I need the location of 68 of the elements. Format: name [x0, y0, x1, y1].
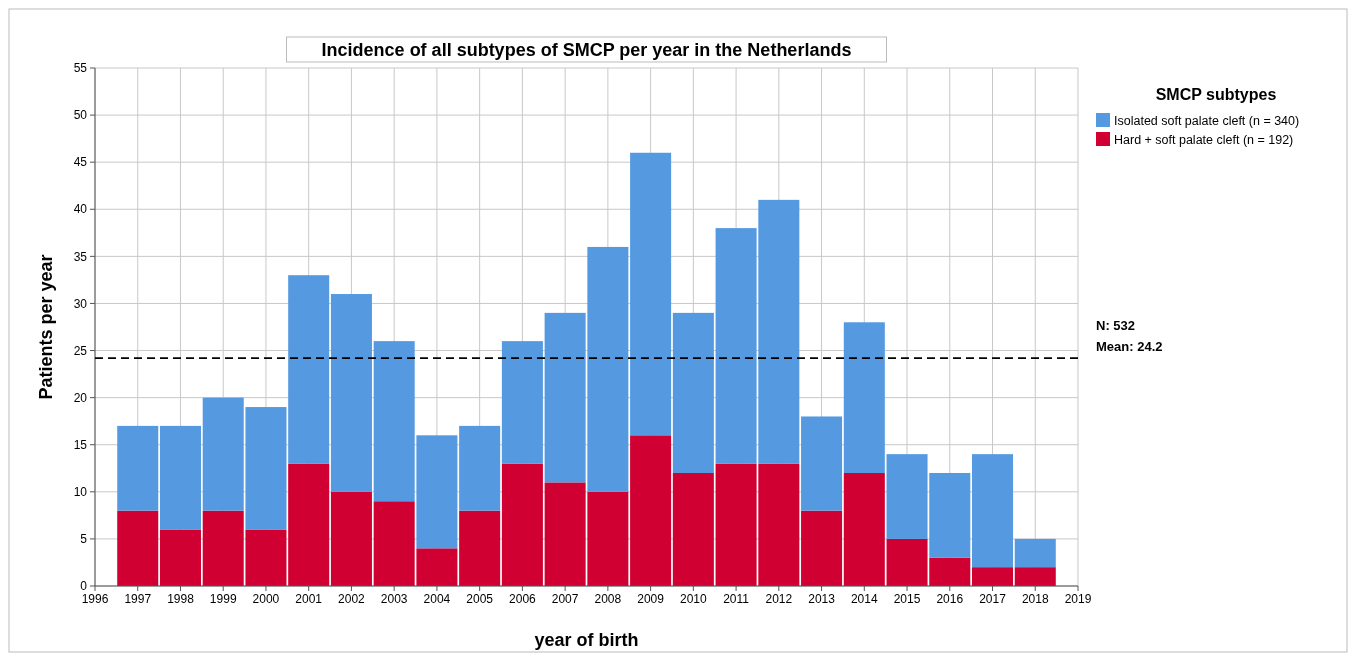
bar	[972, 567, 1014, 586]
x-axis-title: year of birth	[534, 630, 639, 650]
bar	[459, 510, 501, 586]
y-tick-label: 20	[73, 390, 88, 405]
bar	[288, 275, 330, 464]
legend-title: SMCP subtypes	[1155, 86, 1277, 103]
x-tick-label: 2006	[509, 592, 537, 606]
x-tick-label: 2010	[680, 592, 708, 606]
x-tick-label: 2004	[423, 592, 451, 606]
bar	[501, 463, 543, 586]
x-tick-label: 2019	[1064, 592, 1092, 606]
bar	[159, 425, 201, 530]
x-tick-label: 1998	[167, 592, 195, 606]
y-axis-title: Patients per year	[36, 254, 56, 400]
x-tick-label: 2014	[850, 592, 878, 606]
x-tick-label: 2002	[338, 592, 366, 606]
y-tick-label: 5	[80, 532, 88, 547]
bar	[801, 416, 843, 511]
bar	[117, 425, 159, 511]
x-tick-label: 2017	[979, 592, 1007, 606]
x-tick-label: 2015	[893, 592, 921, 606]
y-tick-label: 15	[73, 437, 88, 452]
x-tick-label: 2008	[594, 592, 622, 606]
x-tick-label: 2007	[551, 592, 579, 606]
x-tick-label: 2012	[765, 592, 793, 606]
y-tick-label: 0	[80, 579, 88, 594]
legend-label: Isolated soft palate cleft (n = 340)	[1114, 114, 1300, 128]
bar	[672, 312, 714, 473]
y-tick-label: 10	[73, 485, 88, 500]
x-tick-label: 2000	[252, 592, 280, 606]
x-tick-label: 2009	[637, 592, 665, 606]
chart-title: Incidence of all subtypes of SMCP per year in the Netherlands	[321, 40, 852, 60]
bar	[630, 152, 672, 436]
x-tick-label: 2003	[380, 592, 408, 606]
bar	[972, 454, 1014, 568]
x-tick-label: 2018	[1021, 592, 1049, 606]
y-tick-label: 45	[73, 155, 88, 170]
x-tick-label: 1997	[124, 592, 152, 606]
y-tick-label: 25	[73, 343, 88, 358]
y-tick-label: 40	[73, 202, 88, 217]
bar	[843, 322, 885, 473]
bar	[117, 510, 159, 586]
y-tick-label: 50	[73, 108, 88, 123]
x-tick-label: 2016	[936, 592, 964, 606]
ref-line-label: Mean: 24.2	[1096, 339, 1163, 355]
x-tick-label: 2005	[466, 592, 494, 606]
bar	[1014, 538, 1056, 568]
legend-label: Hard + soft palate cleft (n = 192)	[1114, 133, 1294, 147]
y-tick-label: 30	[73, 296, 88, 311]
bar	[330, 491, 372, 586]
y-tick-label: 55	[73, 61, 88, 76]
bar	[288, 463, 330, 586]
bar	[459, 425, 501, 511]
x-tick-label: 1996	[81, 592, 109, 606]
bar	[159, 529, 201, 586]
x-tick-label: 2001	[295, 592, 323, 606]
x-tick-label: 2011	[723, 592, 750, 606]
text: N: 532	[1096, 318, 1136, 334]
bar	[672, 472, 714, 586]
bar	[630, 435, 672, 586]
bar	[801, 510, 843, 586]
bar	[330, 294, 372, 492]
bar	[843, 472, 885, 586]
x-tick-label: 2013	[808, 592, 836, 606]
x-tick-label: 1999	[209, 592, 237, 606]
bar	[1014, 567, 1056, 586]
y-tick-label: 35	[73, 249, 88, 264]
bar	[501, 341, 543, 464]
